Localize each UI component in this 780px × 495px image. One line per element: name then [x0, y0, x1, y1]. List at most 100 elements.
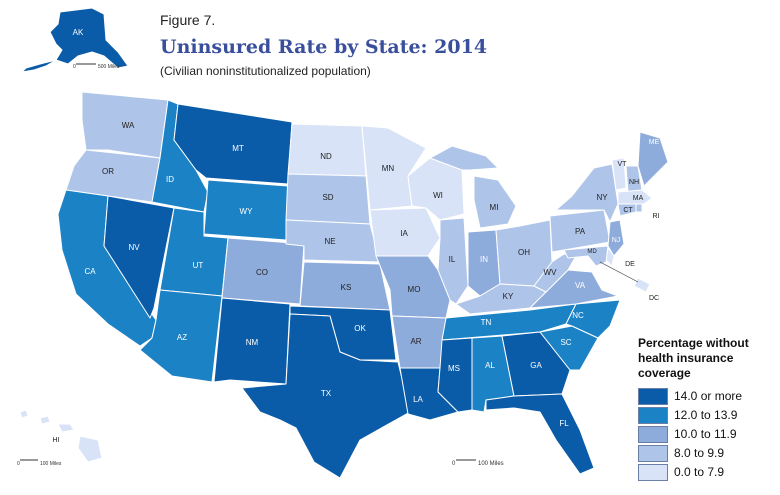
state-fl: FL [485, 393, 595, 475]
state-in-label: IN [480, 255, 488, 264]
state-ga-shape [501, 331, 571, 397]
state-id-label: ID [166, 175, 174, 184]
state-in: IN [467, 229, 501, 297]
hawaii-scale-bar: 0 100 Miles [17, 459, 62, 467]
state-mo-label: MO [408, 285, 421, 294]
state-md: MD [563, 245, 609, 267]
state-ks: KS [299, 261, 391, 311]
legend-title-line: health insurance [638, 351, 734, 365]
legend-label: 0.0 to 7.9 [674, 465, 725, 479]
state-wi-label: WI [433, 191, 443, 200]
legend-title: Percentage without health insurance cove… [638, 336, 778, 381]
state-mt-shape [173, 103, 293, 185]
state-co: CO [221, 237, 305, 305]
state-va-label: VA [575, 281, 586, 290]
state-me-label: ME [649, 139, 660, 146]
state-sc-shape [539, 325, 599, 371]
state-dc-shape [633, 277, 651, 293]
state-nv-shape [103, 195, 175, 319]
legend-item: 10.0 to 11.9 [638, 425, 778, 443]
state-nj-label: NJ [612, 237, 621, 244]
state-md-shape [563, 245, 609, 267]
legend-swatch [638, 425, 668, 443]
state-de: DE [605, 247, 635, 268]
figure-label: Figure 7. [160, 12, 216, 28]
legend-swatch [638, 463, 668, 481]
state-pa-shape [549, 209, 611, 253]
state-nd: ND [287, 123, 367, 177]
map-title: Uninsured Rate by State: 2014 [160, 36, 488, 58]
state-de-label: DE [625, 261, 635, 268]
alaska-scale-bar: 0 500 Miles [73, 63, 120, 70]
state-ne-label: NE [324, 237, 335, 246]
state-nd-shape [287, 123, 367, 177]
state-ma-label: MA [633, 195, 644, 202]
state-hi: HI [19, 409, 103, 463]
mainland-scale-bar: 0 100 Miles [452, 459, 504, 467]
state-me: ME [637, 131, 669, 187]
state-sd-label: SD [322, 193, 333, 202]
hawaii-scale-label: 100 Miles [40, 461, 62, 467]
legend-swatch [638, 406, 668, 424]
state-ri-label: RI [653, 213, 660, 220]
legend-swatch [638, 387, 668, 405]
state-fl-label: FL [559, 419, 569, 428]
state-sd: SD [285, 173, 371, 225]
state-ne: NE [285, 219, 381, 263]
state-dc: DC [599, 261, 659, 302]
state-me-shape [637, 131, 669, 187]
state-wy: WY [203, 179, 289, 241]
state-az-label: AZ [177, 333, 187, 342]
legend-item: 14.0 or more [638, 387, 778, 405]
state-nj-shape [607, 219, 625, 257]
state-ks-label: KS [341, 283, 352, 292]
state-tx: TX [241, 313, 411, 479]
legend-item: 12.0 to 13.9 [638, 406, 778, 424]
state-ne-shape [285, 219, 381, 263]
legend: Percentage without health insurance cove… [638, 336, 778, 481]
state-al-label: AL [485, 361, 495, 370]
state-nm-label: NM [246, 338, 259, 347]
state-ak: AK [21, 7, 129, 73]
state-mi-upper [429, 145, 499, 171]
state-ok-label: OK [354, 324, 366, 333]
state-ut-label: UT [193, 261, 204, 270]
state-hi-label: HI [53, 437, 60, 444]
state-nv-label: NV [128, 243, 140, 252]
legend-title-line: Percentage without [638, 336, 749, 350]
state-ky-label: KY [503, 292, 514, 301]
state-ct-label: CT [623, 207, 633, 214]
legend-label: 12.0 to 13.9 [674, 408, 738, 422]
state-hi-oahu [39, 415, 51, 425]
state-wa-label: WA [122, 121, 135, 130]
state-ct-shape [617, 203, 637, 217]
state-nm: NM [213, 297, 291, 385]
state-co-label: CO [256, 268, 268, 277]
legend-label: 10.0 to 11.9 [674, 427, 737, 441]
state-ga-label: GA [530, 361, 542, 370]
state-ar-label: AR [410, 337, 421, 346]
map-subtitle: (Civilian noninstitutionalized populatio… [160, 64, 371, 78]
state-vt-shape [611, 157, 627, 191]
state-mi-shape [473, 175, 517, 229]
state-ct: CT [617, 203, 637, 217]
state-ak-shape [49, 7, 129, 69]
legend-swatch [638, 444, 668, 462]
state-pa: PA [549, 209, 611, 253]
state-md-label: MD [587, 249, 597, 255]
state-sc-label: SC [560, 338, 571, 347]
mainland-scale-zero: 0 [452, 461, 456, 467]
state-il-label: IL [449, 255, 456, 264]
state-mi: MI [429, 145, 517, 229]
state-nh-label: NH [629, 179, 639, 186]
state-ri: RI [635, 203, 660, 220]
state-la-label: LA [413, 395, 423, 404]
mainland-scale-label: 100 Miles [478, 461, 504, 467]
state-ia: IA [369, 207, 441, 257]
state-wa: WA [81, 91, 169, 159]
state-mt-label: MT [232, 144, 244, 153]
state-hi-shape [19, 409, 29, 419]
state-oh-label: OH [518, 248, 530, 257]
state-pa-label: PA [575, 227, 586, 236]
